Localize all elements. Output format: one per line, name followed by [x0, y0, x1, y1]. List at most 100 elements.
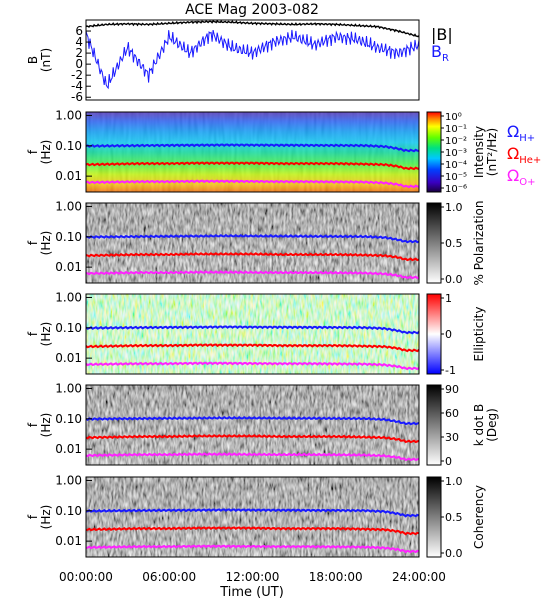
line-omega-he: [85, 252, 420, 262]
legend-btotal: |B|: [431, 25, 453, 44]
line-omega-o: [85, 270, 420, 280]
coherency-y-tick-label: 0.10: [55, 504, 82, 518]
intensity-colorbar-tick-label: 10⁻⁶: [445, 184, 467, 195]
legend-omega-he: ΩHe+: [507, 144, 541, 166]
bfield-y-tick-label: 2: [75, 46, 83, 60]
polarization-y-tick-label: 0.10: [55, 230, 82, 244]
bfield-y-tick-label: -6: [71, 90, 83, 104]
panel-ellipticity: 1.00 0.10 0.01 f (Hz) 1 0 -1 Ellipticity: [26, 290, 486, 377]
polarization-y-tick-label: 0.01: [55, 260, 82, 274]
bfield-y-tick-label: 4: [75, 35, 83, 49]
line-omega-he: [85, 161, 420, 171]
bfield-y-tick-label: -4: [71, 79, 83, 93]
kdotb-colorbar-label: k dot B: [472, 404, 486, 446]
ellipticity-spectrogram-texture: [86, 294, 419, 374]
polarization-colorbar: [426, 202, 442, 284]
intensity-colorbar-tick-label: 10⁻¹: [445, 124, 467, 135]
ellipticity-colorbar-tick-label: 0: [445, 328, 452, 341]
polarization-spectrogram-texture: [86, 203, 419, 283]
series-btotal-line: [85, 19, 420, 38]
x-tick-label: 06:00:00: [142, 570, 196, 584]
polarization-ylabel: f: [26, 240, 40, 245]
line-omega-h: [85, 415, 420, 426]
polarization-colorbar-tick-label: 0.5: [445, 237, 463, 250]
panel-coherency: 1.00 0.10 0.01 f (Hz) 1.0 0.5 0.0 Coherency: [26, 473, 486, 560]
bfield-lines: [85, 19, 420, 90]
kdotb-ylabel: f: [26, 422, 40, 427]
line-omega-o: [85, 361, 420, 371]
intensity-colorbar: [426, 111, 442, 193]
ellipticity-y-tick-label: 1.00: [55, 290, 82, 304]
x-tick-label: 24:00:00: [392, 570, 446, 584]
intensity-colorbar-tick-label: 10⁻²: [445, 136, 467, 147]
coherency-colorbar-label: Coherency: [472, 485, 486, 549]
ellipticity-yunit: (Hz): [39, 322, 53, 347]
line-omega-h: [85, 233, 420, 244]
bfield-plot-area: [86, 20, 419, 100]
legend-omega-o: ΩO+: [507, 166, 535, 188]
coherency-colorbar-tick-label: 1.0: [445, 475, 463, 488]
polarization-y-tick-label: 1.00: [55, 199, 82, 213]
ellipticity-colorbar-tick-label: 1: [445, 292, 452, 305]
polarization-colorbar-label: % Polarization: [472, 201, 486, 286]
kdotb-colorbar-tick-label: 0: [445, 455, 452, 468]
kdotb-y-tick-label: 1.00: [55, 381, 82, 395]
line-omega-o: [85, 544, 420, 554]
coherency-ylabel: f: [26, 514, 40, 519]
kdotb-colorbar: [426, 384, 442, 466]
x-axis-label: Time (UT): [219, 585, 284, 600]
line-omega-h: [85, 143, 420, 153]
x-tick-label: 18:00:00: [309, 570, 363, 584]
line-omega-o: [85, 179, 420, 189]
intensity-spectrogram-texture: [86, 112, 419, 192]
x-tick-label: 00:00:00: [59, 570, 113, 584]
intensity-yunit: (Hz): [39, 140, 53, 165]
bfield-ylabel: B: [26, 56, 40, 64]
panel-intensity: 1.00 0.10 0.01 f (Hz) 10⁰10⁻¹10⁻²10⁻³10⁻⁴10⁻⁵…: [26, 108, 499, 195]
bfield-yunit: (nT): [39, 48, 53, 72]
kdotb-y-tick-label: 0.10: [55, 412, 82, 426]
ellipticity-y-tick-label: 0.10: [55, 321, 82, 335]
intensity-colorbar-tick-label: 10⁻⁴: [445, 160, 467, 171]
ellipticity-colorbar-label: Ellipticity: [472, 307, 486, 362]
intensity-colorbar-tick-label: 10⁰: [445, 112, 462, 123]
coherency-spectrogram-texture: [86, 477, 419, 557]
bfield-y-tick-label: 0: [75, 57, 83, 71]
kdotb-yunit: (Hz): [39, 413, 53, 438]
series-br-line: [85, 29, 420, 90]
bfield-y-tick-label: 6: [75, 24, 83, 38]
kdotb-colorbar-tick-label: 30: [445, 431, 459, 444]
ellipticity-colorbar: [426, 293, 442, 375]
intensity-colorbar-label: Intensity: [472, 126, 486, 178]
intensity-y-tick-label: 0.10: [55, 139, 82, 153]
panel-polarization: 1.00 0.10 0.01 f (Hz) 1.0 0.5 0.0 % Polarization: [26, 199, 486, 286]
coherency-y-tick-label: 0.01: [55, 534, 82, 548]
line-omega-he: [85, 434, 420, 444]
intensity-colorbar-tick-label: 10⁻³: [445, 148, 467, 159]
intensity-colorbar-tick-label: 10⁻⁵: [445, 172, 467, 183]
coherency-y-tick-label: 1.00: [55, 473, 82, 487]
legend-omega-h: ΩH+: [507, 122, 535, 144]
coherency-colorbar-tick-label: 0.0: [445, 547, 463, 560]
intensity-y-tick-label: 0.01: [55, 169, 82, 183]
line-omega-he: [85, 526, 420, 536]
kdotb-colorbar-tick-label: 60: [445, 407, 459, 420]
kdotb-colorbar-tick-label: 90: [445, 383, 459, 396]
kdotb-colorbar-unit: (Deg): [485, 408, 499, 442]
intensity-ylabel: f: [26, 149, 40, 154]
polarization-colorbar-tick-label: 0.0: [445, 273, 463, 286]
kdotb-y-tick-label: 0.01: [55, 442, 82, 456]
x-tick-label: 12:00:00: [226, 570, 280, 584]
polarization-colorbar-tick-label: 1.0: [445, 201, 463, 214]
figure-title: ACE Mag 2003-082: [185, 2, 319, 18]
coherency-colorbar-tick-label: 0.5: [445, 511, 463, 524]
line-omega-o: [85, 452, 420, 462]
ellipticity-y-tick-label: 0.01: [55, 351, 82, 365]
panel-kdotb: 1.00 0.10 0.01 f (Hz) 90 60 30 0 k dot B (Deg): [26, 381, 499, 468]
x-tick-labels: 00:00:00 06:00:00 12:00:00 18:00:00 24:00:00: [59, 570, 446, 584]
intensity-y-tick-label: 1.00: [55, 108, 82, 122]
bfield-y-tick-label: -2: [71, 68, 83, 82]
